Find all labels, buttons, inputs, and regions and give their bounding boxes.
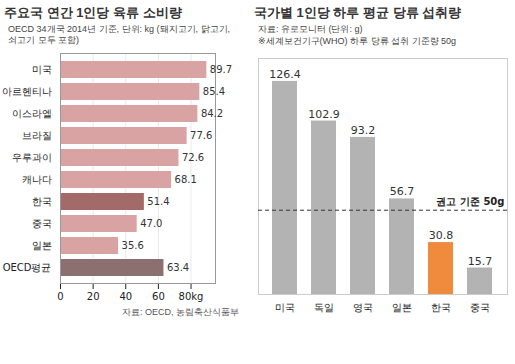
svg-text:일본: 일본 xyxy=(32,240,52,251)
svg-text:84.2: 84.2 xyxy=(201,108,223,119)
svg-text:56.7: 56.7 xyxy=(390,185,415,198)
svg-text:63.4: 63.4 xyxy=(167,262,189,273)
svg-text:권고 기준 50g: 권고 기준 50g xyxy=(436,196,504,207)
svg-text:이스라엘: 이스라엘 xyxy=(12,108,52,119)
svg-text:한국: 한국 xyxy=(32,196,52,207)
svg-text:독일: 독일 xyxy=(314,302,334,313)
svg-text:89.7: 89.7 xyxy=(210,64,232,75)
svg-text:OECD평균: OECD평균 xyxy=(3,262,52,273)
svg-text:20: 20 xyxy=(87,291,100,302)
html-text:OECD 34개국 2014년 기준, 단위: kg (돼지: OECD 34개국 2014년 기준, 단위: kg (돼지고기, 닭고기, 쇠… xyxy=(8,24,230,45)
html-text:국가별 1인당 하루 평균 당류 섭취량: 국가별 1인당 하루 평균 당류 섭취량 xyxy=(254,5,462,20)
svg-text:0: 0 xyxy=(57,291,63,302)
html-text:자료: 유로모니터 (단위: g): 자료: 유로모니터 (단위: g) xyxy=(258,24,363,34)
svg-text:영국: 영국 xyxy=(353,302,373,313)
svg-text:중국: 중국 xyxy=(470,302,490,313)
svg-text:아르헨티나: 아르헨티나 xyxy=(2,86,52,97)
svg-text:85.4: 85.4 xyxy=(203,86,225,97)
svg-text:68.1: 68.1 xyxy=(175,174,197,185)
svg-text:일본: 일본 xyxy=(392,302,412,313)
svg-text:브라질: 브라질 xyxy=(22,130,52,141)
svg-text:우루과이: 우루과이 xyxy=(12,152,52,163)
svg-text:51.4: 51.4 xyxy=(147,196,169,207)
svg-text:40: 40 xyxy=(119,291,132,302)
svg-text:93.2: 93.2 xyxy=(351,124,376,137)
svg-text:126.4: 126.4 xyxy=(269,68,301,81)
svg-text:60: 60 xyxy=(152,291,165,302)
svg-text:중국: 중국 xyxy=(32,218,52,229)
svg-text:30.8: 30.8 xyxy=(429,229,454,242)
svg-text:80kg: 80kg xyxy=(179,291,204,302)
html-text:※세계보건기구(WHO) 하루 당류 섭취 기준량 50g: ※세계보건기구(WHO) 하루 당류 섭취 기준량 50g xyxy=(258,36,457,46)
svg-text:102.9: 102.9 xyxy=(308,108,340,121)
html-text:주요국 연간 1인당 육류 소비량: 주요국 연간 1인당 육류 소비량 xyxy=(4,5,182,20)
svg-text:미국: 미국 xyxy=(275,302,295,313)
svg-text:77.6: 77.6 xyxy=(190,130,212,141)
html-text:자료: OECD, 농림축산식품부: 자료: OECD, 농림축산식품부 xyxy=(122,307,239,317)
svg-text:미국: 미국 xyxy=(32,64,52,75)
svg-text:15.7: 15.7 xyxy=(468,255,493,268)
svg-text:캐나다: 캐나다 xyxy=(22,174,52,185)
svg-text:72.6: 72.6 xyxy=(182,152,204,163)
svg-text:35.6: 35.6 xyxy=(122,240,144,251)
svg-text:한국: 한국 xyxy=(431,302,451,313)
svg-text:47.0: 47.0 xyxy=(140,218,162,229)
